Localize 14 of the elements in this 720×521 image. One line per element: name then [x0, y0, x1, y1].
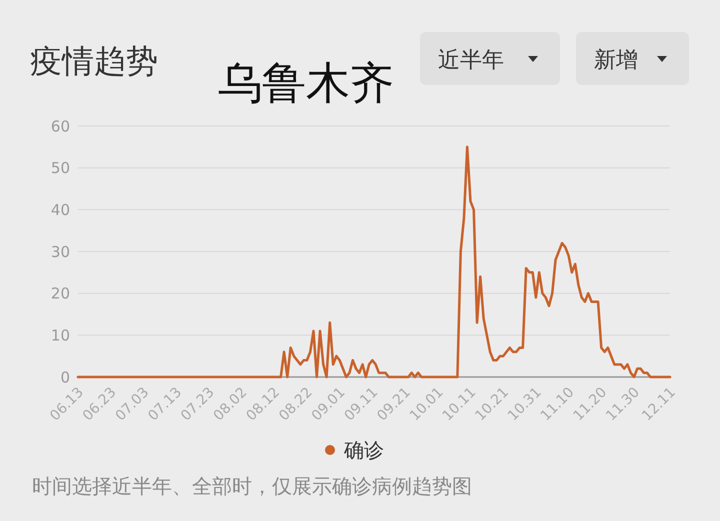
- y-tick-label: 0: [60, 368, 70, 386]
- line-series: [76, 146, 672, 378]
- text: 时间选择近半年、全部时，仅展示确诊病例趋势图: [32, 474, 472, 498]
- legend-label: 确诊: [343, 438, 384, 462]
- y-tick-label: 50: [50, 159, 70, 178]
- chart-title: 疫情趋势: [30, 42, 158, 80]
- y-tick-label: 10: [50, 326, 70, 344]
- y-tick-label: 40: [50, 200, 70, 219]
- chart-subtitle: 乌鲁木齐: [218, 58, 394, 109]
- text: 近半年: [438, 48, 504, 73]
- text: 新增: [594, 48, 638, 73]
- y-tick-label: 30: [50, 242, 70, 261]
- y-tick-label: 60: [50, 117, 70, 136]
- y-tick-label: 20: [50, 284, 70, 303]
